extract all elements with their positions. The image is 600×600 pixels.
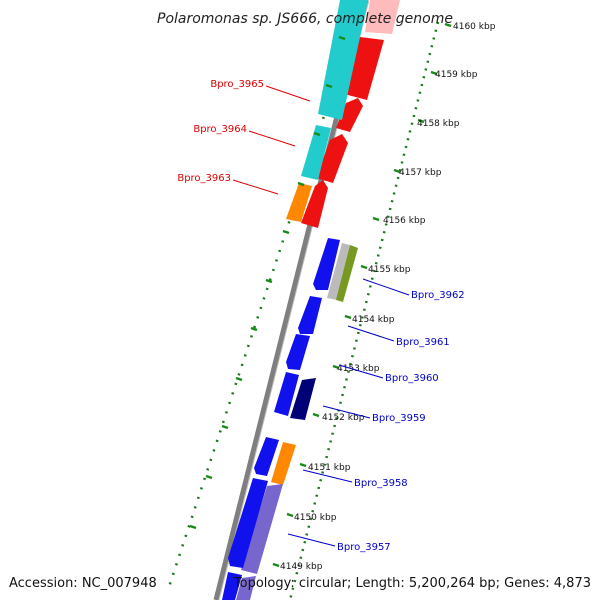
gene-label-bpro-3963[interactable]: Bpro_3963: [177, 173, 231, 184]
gene-feature-cyan[interactable]: [318, 0, 368, 120]
gene-label-bpro-3961[interactable]: Bpro_3961: [396, 337, 450, 348]
gene-feature-gray[interactable]: [327, 243, 350, 300]
gene-feature-navy[interactable]: [290, 378, 316, 420]
gene-feature-red-forward[interactable]: [344, 37, 384, 100]
gene-feature-orange-reverse[interactable]: [286, 183, 312, 222]
leader-line-bpro-3958: [302, 469, 353, 483]
tick-label-4157: 4157 kbp: [399, 168, 442, 178]
topology-text: Topology: circular; Length: 5,200,264 bp…: [233, 576, 591, 591]
tick-label-4151: 4151 kbp: [308, 463, 351, 473]
gene-feature-orange-forward[interactable]: [271, 442, 296, 485]
tick-label-4159: 4159 kbp: [435, 70, 478, 80]
gc-content-outer-dots: [288, 21, 440, 600]
leader-line-bpro-3960: [338, 364, 384, 379]
gene-label-bpro-3957[interactable]: Bpro_3957: [337, 542, 391, 553]
gene-feature-slate[interactable]: [241, 484, 283, 574]
tick-label-4158: 4158 kbp: [417, 119, 460, 129]
gene-feature-blue-reverse[interactable]: [313, 238, 340, 290]
gene-feature-blue-reverse[interactable]: [228, 478, 268, 568]
leader-line-bpro-3961: [347, 325, 395, 342]
tick-label-4152: 4152 kbp: [322, 413, 365, 423]
accession-text: Accession: NC_007948: [9, 576, 157, 591]
leader-line-bpro-3964: [248, 130, 296, 147]
tick-label-4149: 4149 kbp: [280, 562, 323, 572]
gene-feature-blue-reverse[interactable]: [222, 572, 242, 600]
gene-feature-red-forward[interactable]: [316, 134, 348, 183]
leader-line-bpro-3963: [232, 179, 279, 195]
tick-label-4156: 4156 kbp: [383, 216, 426, 226]
gene-feature-olive[interactable]: [336, 245, 358, 302]
gene-label-bpro-3964[interactable]: Bpro_3964: [193, 124, 247, 135]
tick-label-4154: 4154 kbp: [352, 315, 395, 325]
gene-feature-blue-reverse[interactable]: [286, 334, 310, 370]
gene-label-bpro-3960[interactable]: Bpro_3960: [385, 373, 439, 384]
gene-feature-blue-reverse[interactable]: [254, 437, 279, 476]
leader-line-bpro-3957: [287, 533, 336, 547]
tick-label-4153: 4153 kbp: [337, 364, 380, 374]
tick-label-4155: 4155 kbp: [368, 265, 411, 275]
tick-label-4160: 4160 kbp: [453, 22, 496, 32]
gene-feature-pink[interactable]: [365, 0, 400, 34]
gene-feature-red-forward[interactable]: [301, 180, 328, 228]
gene-feature-slate[interactable]: [236, 576, 256, 600]
outer-tick-marks: [272, 22, 452, 568]
map-title: Polaromonas sp. JS666, complete genome: [157, 11, 453, 27]
tick-label-4150: 4150 kbp: [294, 513, 337, 523]
gene-label-bpro-3965[interactable]: Bpro_3965: [210, 79, 264, 90]
gene-feature-blue-reverse[interactable]: [274, 372, 299, 416]
inner-tick-marks: [189, 35, 346, 530]
gene-feature-red-forward[interactable]: [336, 98, 363, 132]
gene-feature-blue-reverse[interactable]: [298, 296, 322, 334]
gene-label-bpro-3959[interactable]: Bpro_3959: [372, 413, 426, 424]
leader-line-bpro-3959: [322, 405, 371, 419]
leader-line-bpro-3962: [362, 278, 410, 296]
gene-label-bpro-3962[interactable]: Bpro_3962: [411, 290, 465, 301]
gene-feature-cyan[interactable]: [301, 125, 331, 180]
gene-label-bpro-3958[interactable]: Bpro_3958: [354, 478, 408, 489]
leader-line-bpro-3965: [265, 85, 311, 102]
